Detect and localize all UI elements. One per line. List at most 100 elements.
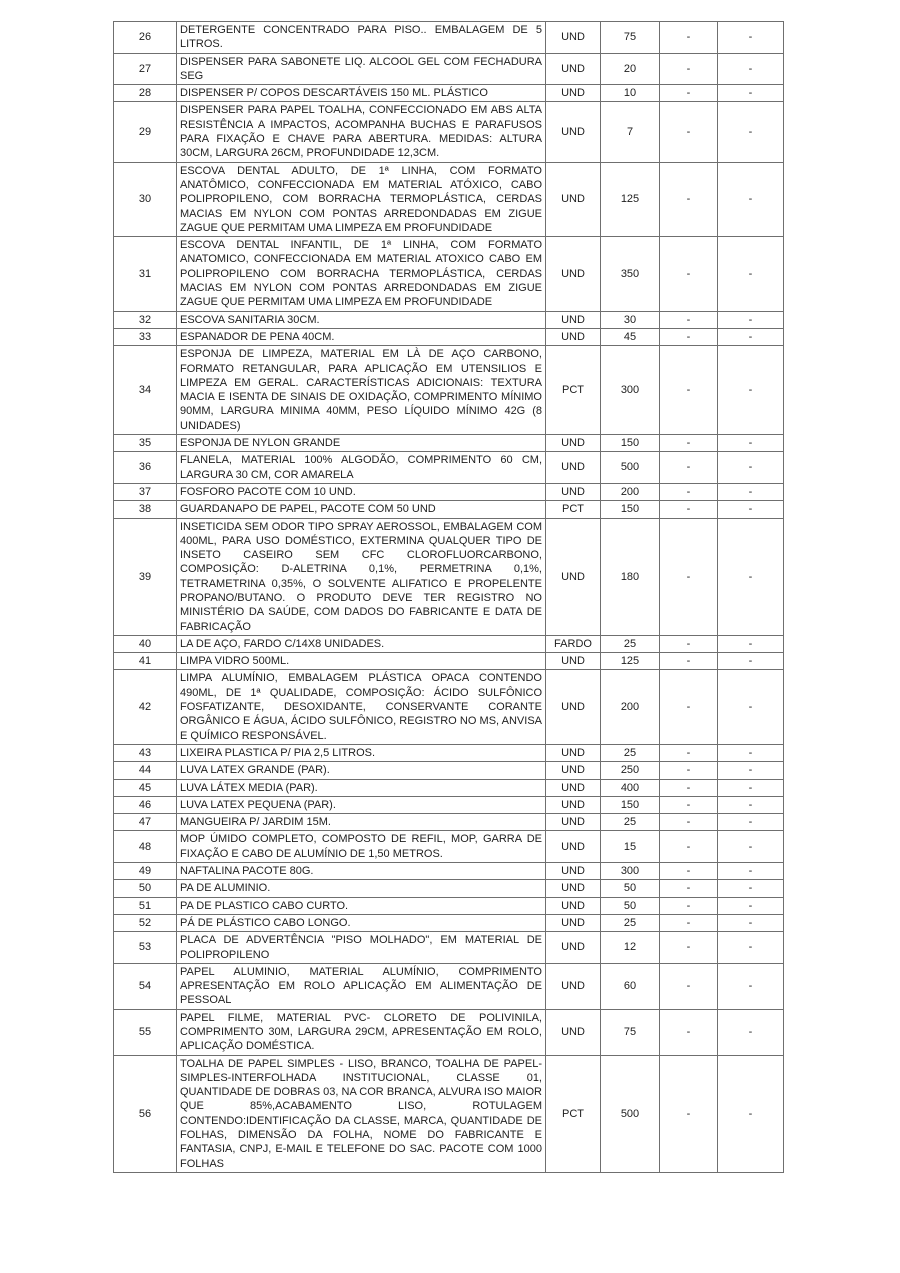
unit-cell: UND: [545, 84, 601, 103]
unit-cell: UND: [545, 931, 601, 964]
total-price-cell: -: [717, 345, 784, 436]
unit-price-cell: -: [659, 500, 718, 519]
total-price-cell: -: [717, 652, 784, 671]
unit-price-cell: -: [659, 761, 718, 780]
description-cell: LUVA LATEX PEQUENA (PAR).: [176, 795, 546, 815]
unit-price-cell: -: [659, 345, 718, 436]
table-row: 54 PAPEL ALUMINIO, MATERIAL ALUMÍNIO, CO…: [113, 962, 784, 1010]
unit-cell: UND: [545, 161, 601, 238]
item-number-cell: 54: [113, 962, 177, 1010]
unit-cell: UND: [545, 517, 601, 636]
unit-price-cell: -: [659, 962, 718, 1010]
total-price-cell: -: [717, 931, 784, 964]
quantity-cell: 75: [600, 1008, 660, 1056]
description-cell: INSETICIDA SEM ODOR TIPO SPRAY AEROSSOL,…: [176, 517, 546, 636]
description-cell: PA DE ALUMINIO.: [176, 879, 546, 898]
item-number-cell: 56: [113, 1054, 177, 1173]
unit-cell: UND: [545, 652, 601, 671]
description-cell: FOSFORO PACOTE COM 10 UND.: [176, 482, 546, 502]
unit-cell: UND: [545, 743, 601, 763]
quantity-cell: 300: [600, 862, 660, 881]
quantity-cell: 60: [600, 962, 660, 1010]
item-number-cell: 44: [113, 761, 177, 780]
total-price-cell: -: [717, 451, 784, 484]
total-price-cell: -: [717, 84, 784, 103]
table-row: 50 PA DE ALUMINIO. UND 50 - -: [113, 879, 784, 898]
unit-price-cell: -: [659, 482, 718, 502]
table-row: 41 LIMPA VIDRO 500ML. UND 125 - -: [113, 652, 784, 671]
total-price-cell: -: [717, 830, 784, 864]
table-row: 28 DISPENSER P/ COPOS DESCARTÁVEIS 150 M…: [113, 84, 784, 103]
unit-price-cell: -: [659, 634, 718, 654]
unit-price-cell: -: [659, 669, 718, 745]
total-price-cell: -: [717, 795, 784, 815]
unit-price-cell: -: [659, 1054, 718, 1173]
total-price-cell: -: [717, 500, 784, 519]
description-cell: DISPENSER P/ COPOS DESCARTÁVEIS 150 ML. …: [176, 84, 546, 103]
total-price-cell: -: [717, 896, 784, 915]
item-number-cell: 37: [113, 482, 177, 502]
table-row: 55 PAPEL FILME, MATERIAL PVC- CLORETO DE…: [113, 1008, 784, 1056]
description-cell: PLACA DE ADVERTÊNCIA "PISO MOLHADO", EM …: [176, 931, 546, 964]
item-number-cell: 34: [113, 345, 177, 436]
table-row: 52 PÁ DE PLÁSTICO CABO LONGO. UND 25 - -: [113, 913, 784, 933]
total-price-cell: -: [717, 1008, 784, 1056]
item-number-cell: 26: [113, 21, 177, 54]
item-number-cell: 38: [113, 500, 177, 519]
unit-price-cell: -: [659, 743, 718, 763]
unit-price-cell: -: [659, 652, 718, 671]
table-row: 37 FOSFORO PACOTE COM 10 UND. UND 200 - …: [113, 482, 784, 502]
table-row: 26 DETERGENTE CONCENTRADO PARA PISO.. EM…: [113, 21, 784, 54]
unit-cell: UND: [545, 830, 601, 864]
item-number-cell: 48: [113, 830, 177, 864]
item-number-cell: 42: [113, 669, 177, 745]
total-price-cell: -: [717, 434, 784, 453]
item-number-cell: 30: [113, 161, 177, 238]
unit-cell: UND: [545, 813, 601, 832]
quantity-cell: 45: [600, 327, 660, 347]
unit-price-cell: -: [659, 517, 718, 636]
description-cell: LA DE AÇO, FARDO C/14X8 UNIDADES.: [176, 634, 546, 654]
quantity-cell: 15: [600, 830, 660, 864]
table-row: 40 LA DE AÇO, FARDO C/14X8 UNIDADES. FAR…: [113, 634, 784, 654]
item-number-cell: 51: [113, 896, 177, 915]
quantity-cell: 25: [600, 913, 660, 933]
unit-price-cell: -: [659, 931, 718, 964]
item-number-cell: 53: [113, 931, 177, 964]
unit-cell: UND: [545, 327, 601, 347]
total-price-cell: -: [717, 879, 784, 898]
description-cell: LUVA LATEX GRANDE (PAR).: [176, 761, 546, 780]
quantity-cell: 350: [600, 236, 660, 312]
total-price-cell: -: [717, 634, 784, 654]
description-cell: LUVA LÁTEX MEDIA (PAR).: [176, 778, 546, 797]
unit-cell: PCT: [545, 345, 601, 436]
quantity-cell: 180: [600, 517, 660, 636]
total-price-cell: -: [717, 161, 784, 238]
unit-cell: UND: [545, 795, 601, 815]
item-number-cell: 40: [113, 634, 177, 654]
unit-price-cell: -: [659, 236, 718, 312]
quantity-cell: 10: [600, 84, 660, 103]
unit-cell: UND: [545, 778, 601, 797]
description-cell: ESPONJA DE NYLON GRANDE: [176, 434, 546, 453]
description-cell: LIXEIRA PLASTICA P/ PIA 2,5 LITROS.: [176, 743, 546, 763]
unit-cell: UND: [545, 913, 601, 933]
item-number-cell: 39: [113, 517, 177, 636]
quantity-cell: 20: [600, 52, 660, 86]
unit-cell: UND: [545, 879, 601, 898]
item-number-cell: 52: [113, 913, 177, 933]
unit-cell: FARDO: [545, 634, 601, 654]
unit-price-cell: -: [659, 813, 718, 832]
table-row: 30 ESCOVA DENTAL ADULTO, DE 1ª LINHA, CO…: [113, 161, 784, 238]
total-price-cell: -: [717, 517, 784, 636]
description-cell: LIMPA ALUMÍNIO, EMBALAGEM PLÁSTICA OPACA…: [176, 669, 546, 745]
total-price-cell: -: [717, 310, 784, 329]
unit-cell: UND: [545, 101, 601, 163]
quantity-cell: 500: [600, 1054, 660, 1173]
quantity-cell: 25: [600, 634, 660, 654]
table-row: 27 DISPENSER PARA SABONETE LIQ. ALCOOL G…: [113, 52, 784, 86]
unit-price-cell: -: [659, 327, 718, 347]
total-price-cell: -: [717, 482, 784, 502]
total-price-cell: -: [717, 236, 784, 312]
unit-price-cell: -: [659, 21, 718, 54]
